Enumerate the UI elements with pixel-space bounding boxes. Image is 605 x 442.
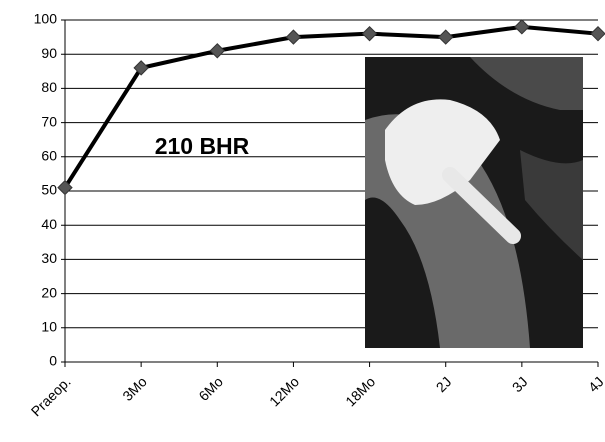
marker — [514, 19, 530, 35]
y-tick-label: 100 — [34, 11, 58, 27]
x-tick-label: 3Mo — [119, 373, 150, 404]
marker — [285, 29, 302, 45]
annotation: 210 BHR — [155, 133, 250, 159]
y-tick-label: 80 — [41, 79, 57, 95]
marker — [361, 25, 378, 42]
x-tick-label: 12Mo — [266, 373, 302, 409]
y-tick-label: 90 — [41, 45, 57, 61]
y-tick-label: 70 — [41, 113, 57, 129]
y-tick-label: 40 — [41, 216, 57, 232]
x-tick-label: 6Mo — [195, 373, 226, 404]
y-tick-label: 20 — [41, 284, 57, 300]
y-tick-label: 60 — [41, 148, 57, 164]
x-tick-label: Praeop. — [28, 373, 74, 419]
x-ray-image — [365, 57, 583, 349]
marker — [590, 25, 605, 42]
y-tick-label: 10 — [41, 319, 57, 335]
marker — [57, 179, 73, 196]
x-tick-label: 3J — [509, 373, 531, 395]
y-tick-label: 30 — [41, 250, 57, 266]
y-tick-label: 0 — [49, 353, 57, 369]
marker — [438, 29, 454, 45]
marker — [133, 60, 149, 76]
data-line — [63, 24, 599, 189]
x-tick-label: 2J — [433, 373, 455, 395]
x-tick-label: 4J — [585, 373, 605, 395]
marker — [209, 43, 225, 59]
x-tick-label: 18Mo — [342, 373, 378, 409]
y-tick-label: 50 — [41, 182, 57, 198]
